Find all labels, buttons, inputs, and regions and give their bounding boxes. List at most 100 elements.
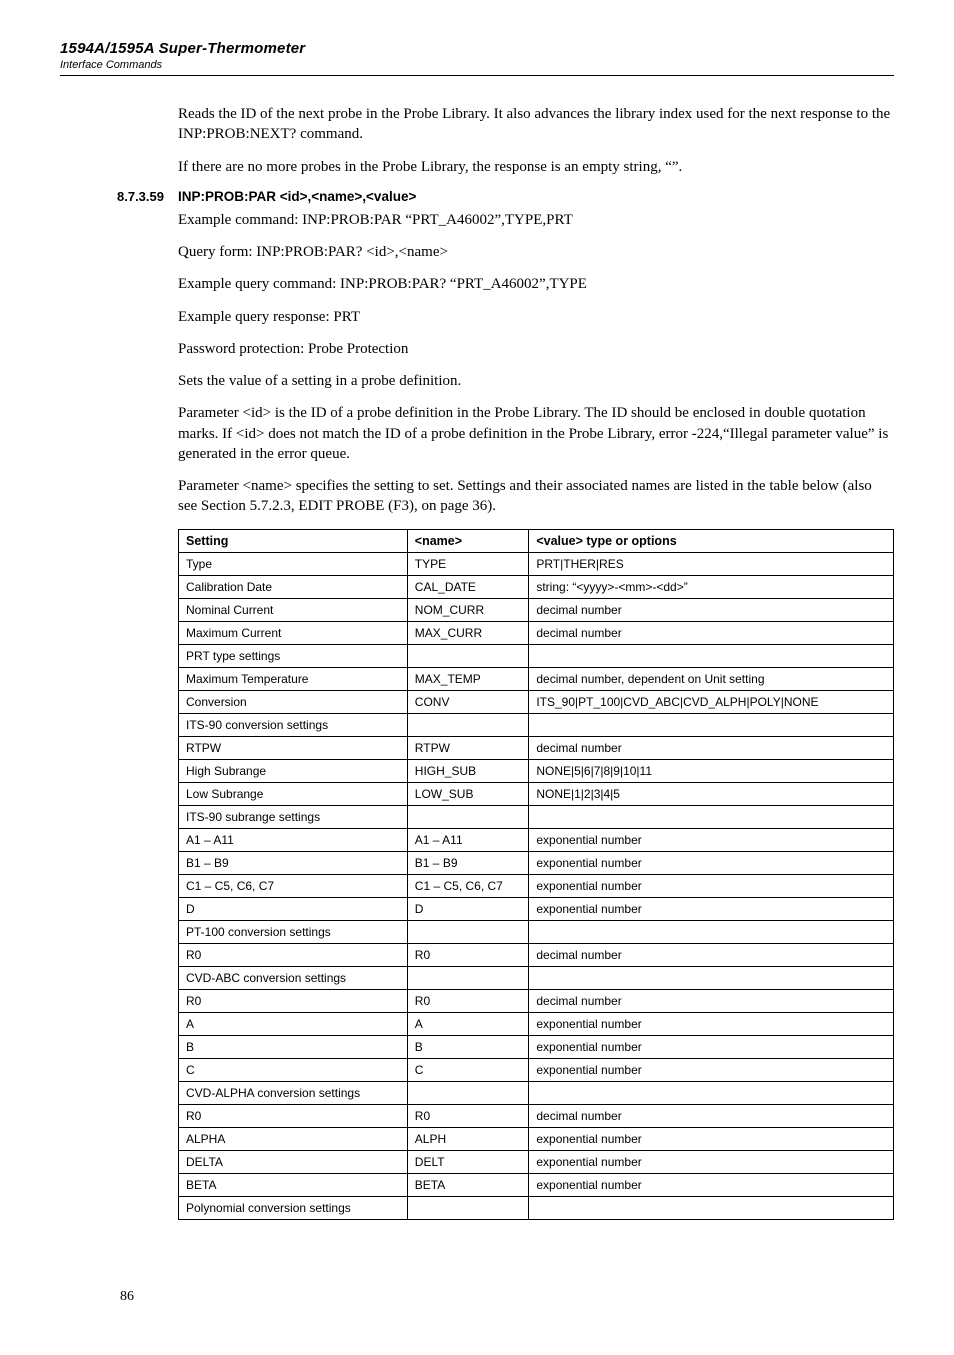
table-row: DELTADELTexponential number: [179, 1150, 894, 1173]
table-row: C1 – C5, C6, C7C1 – C5, C6, C7exponentia…: [179, 874, 894, 897]
table-cell: exponential number: [529, 828, 894, 851]
table-row: R0R0decimal number: [179, 943, 894, 966]
intro-paragraph: Reads the ID of the next probe in the Pr…: [178, 104, 894, 145]
table-row: CCexponential number: [179, 1058, 894, 1081]
table-cell: BETA: [407, 1173, 529, 1196]
table-cell: exponential number: [529, 1127, 894, 1150]
table-cell: ALPHA: [179, 1127, 408, 1150]
table-cell: C: [407, 1058, 529, 1081]
table-cell: exponential number: [529, 1173, 894, 1196]
table-row: Calibration DateCAL_DATEstring: “<yyyy>-…: [179, 575, 894, 598]
table-row: ITS-90 subrange settings: [179, 805, 894, 828]
table-cell: exponential number: [529, 1058, 894, 1081]
table-cell: R0: [179, 943, 408, 966]
table-cell: [529, 920, 894, 943]
table-cell: Calibration Date: [179, 575, 408, 598]
table-cell: R0: [179, 1104, 408, 1127]
table-cell: CVD-ALPHA conversion settings: [179, 1081, 408, 1104]
table-cell: B1 – B9: [179, 851, 408, 874]
table-cell: C1 – C5, C6, C7: [179, 874, 408, 897]
table-cell: R0: [407, 989, 529, 1012]
table-row: Maximum CurrentMAX_CURRdecimal number: [179, 621, 894, 644]
table-cell: [407, 1081, 529, 1104]
table-row: TypeTYPEPRT|THER|RES: [179, 552, 894, 575]
table-cell: [529, 713, 894, 736]
table-cell: exponential number: [529, 851, 894, 874]
table-row: Nominal CurrentNOM_CURRdecimal number: [179, 598, 894, 621]
table-cell: R0: [407, 943, 529, 966]
table-cell: R0: [407, 1104, 529, 1127]
table-cell: string: “<yyyy>-<mm>-<dd>”: [529, 575, 894, 598]
intro-paragraph: If there are no more probes in the Probe…: [178, 157, 894, 177]
table-cell: A: [179, 1012, 408, 1035]
table-cell: [407, 644, 529, 667]
table-cell: decimal number: [529, 943, 894, 966]
table-row: R0R0decimal number: [179, 989, 894, 1012]
intro-block: Reads the ID of the next probe in the Pr…: [60, 104, 894, 177]
section-heading-row: 8.7.3.59 INP:PROB:PAR <id>,<name>,<value…: [60, 189, 894, 204]
table-cell: DELT: [407, 1150, 529, 1173]
table-cell: Maximum Current: [179, 621, 408, 644]
table-cell: D: [407, 897, 529, 920]
table-row: ITS-90 conversion settings: [179, 713, 894, 736]
table-row: B1 – B9B1 – B9exponential number: [179, 851, 894, 874]
table-cell: B: [407, 1035, 529, 1058]
query-form: Query form: INP:PROB:PAR? <id>,<name>: [178, 242, 894, 262]
table-cell: Nominal Current: [179, 598, 408, 621]
table-cell: D: [179, 897, 408, 920]
table-row: ALPHAALPHexponential number: [179, 1127, 894, 1150]
table-cell: [407, 713, 529, 736]
table-cell: Maximum Temperature: [179, 667, 408, 690]
table-cell: NOM_CURR: [407, 598, 529, 621]
table-cell: DELTA: [179, 1150, 408, 1173]
table-cell: LOW_SUB: [407, 782, 529, 805]
table-cell: [529, 805, 894, 828]
table-cell: R0: [179, 989, 408, 1012]
table-cell: TYPE: [407, 552, 529, 575]
example-query-command: Example query command: INP:PROB:PAR? “PR…: [178, 274, 894, 294]
table-cell: decimal number: [529, 989, 894, 1012]
table-cell: RTPW: [179, 736, 408, 759]
settings-table: Setting <name> <value> type or options T…: [178, 529, 894, 1220]
table-cell: decimal number: [529, 598, 894, 621]
table-cell: BETA: [179, 1173, 408, 1196]
table-cell: RTPW: [407, 736, 529, 759]
table-cell: exponential number: [529, 874, 894, 897]
table-row: RTPWRTPWdecimal number: [179, 736, 894, 759]
table-cell: NONE|5|6|7|8|9|10|11: [529, 759, 894, 782]
table-cell: [407, 805, 529, 828]
page-header: 1594A/1595A Super-Thermometer Interface …: [60, 40, 894, 76]
table-row: AAexponential number: [179, 1012, 894, 1035]
document-title: 1594A/1595A Super-Thermometer: [60, 40, 894, 57]
table-cell: PRT type settings: [179, 644, 408, 667]
table-cell: B1 – B9: [407, 851, 529, 874]
table-cell: ITS-90 conversion settings: [179, 713, 408, 736]
table-cell: decimal number, dependent on Unit settin…: [529, 667, 894, 690]
table-row: R0R0decimal number: [179, 1104, 894, 1127]
table-row: BETABETAexponential number: [179, 1173, 894, 1196]
table-cell: B: [179, 1035, 408, 1058]
table-cell: HIGH_SUB: [407, 759, 529, 782]
table-cell: Polynomial conversion settings: [179, 1196, 408, 1219]
table-row: DDexponential number: [179, 897, 894, 920]
table-cell: Low Subrange: [179, 782, 408, 805]
table-row: A1 – A11A1 – A11exponential number: [179, 828, 894, 851]
table-cell: Conversion: [179, 690, 408, 713]
table-cell: exponential number: [529, 1012, 894, 1035]
parameter-name-desc: Parameter <name> specifies the setting t…: [178, 476, 894, 517]
table-header-name: <name>: [407, 529, 529, 552]
example-query-response: Example query response: PRT: [178, 307, 894, 327]
section-number: 8.7.3.59: [60, 189, 178, 204]
table-cell: ITS-90 subrange settings: [179, 805, 408, 828]
page-number: 86: [120, 1289, 134, 1305]
table-cell: [407, 966, 529, 989]
table-cell: C: [179, 1058, 408, 1081]
table-row: High SubrangeHIGH_SUBNONE|5|6|7|8|9|10|1…: [179, 759, 894, 782]
table-cell: ALPH: [407, 1127, 529, 1150]
table-cell: decimal number: [529, 736, 894, 759]
table-row: PRT type settings: [179, 644, 894, 667]
table-row: Low SubrangeLOW_SUBNONE|1|2|3|4|5: [179, 782, 894, 805]
section-body: Example command: INP:PROB:PAR “PRT_A4600…: [60, 210, 894, 1220]
table-cell: Type: [179, 552, 408, 575]
table-cell: CONV: [407, 690, 529, 713]
